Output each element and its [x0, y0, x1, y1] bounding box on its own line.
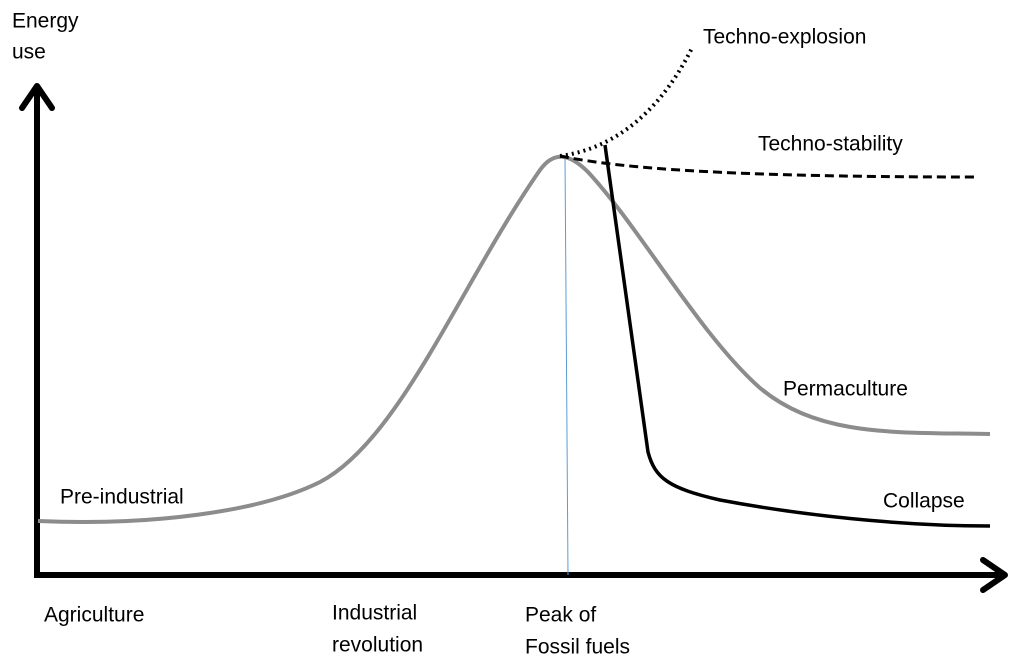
x-label: Industrial — [332, 602, 417, 625]
curve-label: Techno-stability — [758, 133, 903, 156]
curve-label: Pre-industrial — [60, 486, 184, 509]
x-axis-arrow — [980, 557, 1008, 593]
y-axis-label: use — [12, 41, 46, 64]
peak-line — [564, 156, 569, 576]
x-label: Fossil fuels — [525, 636, 630, 659]
collapse-curve — [603, 144, 991, 528]
x-label: Peak of — [525, 604, 596, 627]
main-curve — [37, 154, 991, 524]
explosion-curve — [559, 47, 694, 158]
curve-label: Permaculture — [783, 378, 908, 401]
y-axis-label: Energy — [12, 10, 79, 33]
curve-label: Collapse — [883, 490, 965, 513]
curve-label: Techno-explosion — [703, 26, 866, 49]
y-axis-arrow — [19, 83, 55, 111]
x-label: Agriculture — [44, 604, 144, 627]
stability-curve — [559, 154, 976, 179]
x-label: revolution — [332, 634, 423, 657]
